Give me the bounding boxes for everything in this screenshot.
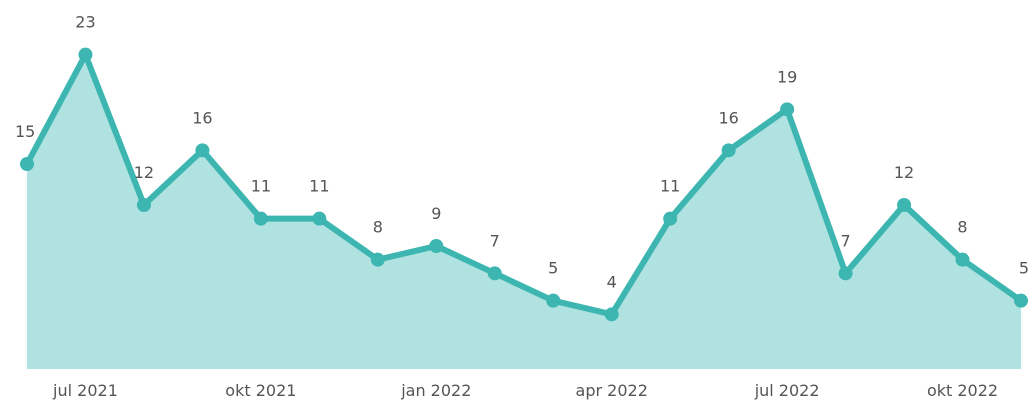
data-label: 11 xyxy=(251,177,271,196)
data-label: 11 xyxy=(660,177,680,196)
point xyxy=(78,47,93,62)
data-label: 9 xyxy=(431,204,441,223)
x-tick-label: okt 2022 xyxy=(927,381,998,400)
point xyxy=(604,307,619,322)
x-tick-label: jul 2022 xyxy=(754,381,820,400)
point xyxy=(663,211,678,226)
data-label: 12 xyxy=(894,163,914,182)
point xyxy=(955,252,970,267)
data-label: 8 xyxy=(373,218,383,237)
data-label: 11 xyxy=(309,177,329,196)
data-label: 12 xyxy=(134,163,154,182)
point xyxy=(721,143,736,158)
point xyxy=(136,198,151,212)
x-tick-label: jan 2022 xyxy=(400,381,471,400)
line xyxy=(24,51,1023,318)
point xyxy=(546,293,561,308)
point xyxy=(429,239,444,253)
data-label: 5 xyxy=(1019,259,1029,278)
area xyxy=(27,54,1021,370)
point xyxy=(897,198,912,212)
data-label: 15 xyxy=(15,122,35,141)
x-tick-label: apr 2022 xyxy=(576,381,648,400)
point xyxy=(780,102,795,117)
data-label: 7 xyxy=(490,231,500,250)
data-label: 23 xyxy=(75,13,95,32)
data-label: 16 xyxy=(192,108,212,127)
point xyxy=(253,211,268,226)
point xyxy=(487,266,502,281)
point xyxy=(1014,293,1028,308)
data-label: 8 xyxy=(957,218,967,237)
point xyxy=(370,252,385,267)
point xyxy=(838,266,853,281)
data-label: 5 xyxy=(548,259,558,278)
data-label: 16 xyxy=(718,108,738,127)
point xyxy=(20,157,34,171)
data-label: 7 xyxy=(840,231,850,250)
point xyxy=(312,211,327,226)
point xyxy=(195,143,210,158)
data-label: 4 xyxy=(607,272,617,291)
data-label: 19 xyxy=(777,67,797,86)
x-tick-label: jul 2021 xyxy=(52,381,118,400)
x-tick-label: okt 2021 xyxy=(225,381,296,400)
